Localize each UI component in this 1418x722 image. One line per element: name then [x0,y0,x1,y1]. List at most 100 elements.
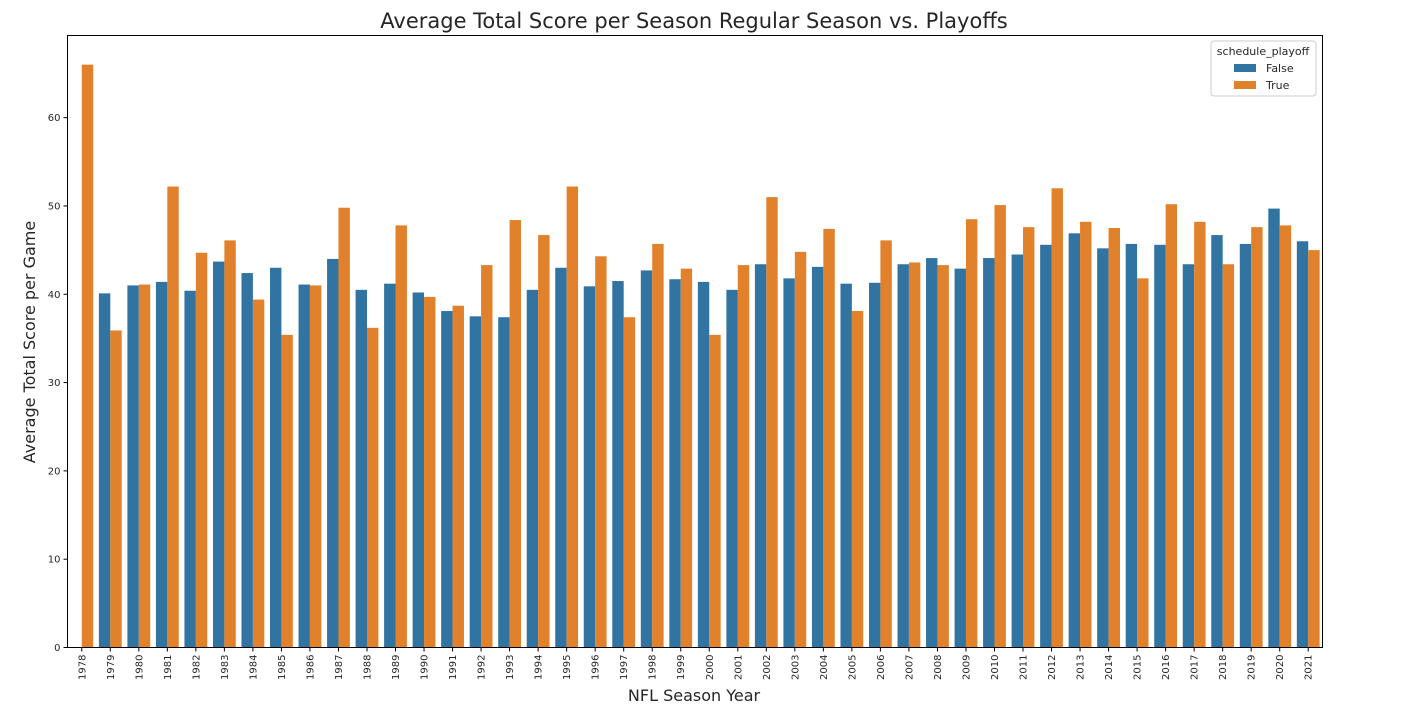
bar-2012-false [1040,244,1052,648]
bar-1988-false [355,289,367,648]
x-tick-label: 1986 [305,655,316,680]
x-tick-label: 1993 [505,655,516,680]
bar-2006-true [880,240,892,648]
bar-2010-false [983,258,995,648]
bar-2002-false [754,264,767,648]
bar-2000-false [697,281,710,648]
x-tick-label: 2001 [733,655,744,680]
x-tick-label: 2004 [819,655,830,680]
bar-2020-true [1279,225,1292,648]
x-tick-label: 1982 [191,655,202,680]
bar-1991-true [452,305,464,648]
x-tick-label: 1999 [676,655,687,680]
bar-1986-false [298,284,310,648]
x-tick-label: 2015 [1133,655,1144,680]
bar-1982-false [184,290,196,648]
legend-label-false: False [1266,62,1294,75]
bar-2007-true [908,262,921,648]
bar-1996-true [595,256,607,648]
x-tick-label: 1990 [420,655,431,680]
x-tick-label: 1992 [477,655,488,680]
bar-2018-true [1222,264,1235,648]
x-tick-label: 1988 [362,655,373,680]
x-tick-label: 2016 [1161,655,1172,680]
x-tick-label: 1996 [591,655,602,680]
bar-1989-false [384,283,396,648]
bar-2003-true [794,251,807,648]
bar-2020-false [1268,208,1280,648]
x-tick-label: 2020 [1275,655,1286,680]
y-tick-label: 60 [48,113,61,124]
y-axis-label: Average Total Score per Game [20,221,39,463]
bar-1999-true [680,268,693,648]
y-tick-label: 10 [48,555,61,566]
bar-1981-true [167,186,179,648]
bar-1979-false [98,293,111,648]
bar-2018-false [1211,235,1223,648]
bar-1987-true [338,207,350,648]
bar-2014-false [1097,248,1109,648]
bar-1993-true [509,220,522,648]
bar-1992-false [469,316,482,648]
x-tick-label: 1994 [534,655,545,680]
bar-1992-true [481,265,493,648]
y-tick-label: 30 [48,378,61,389]
x-tick-label: 2013 [1076,655,1087,680]
x-tick-label: 2018 [1218,655,1229,680]
bar-2012-true [1051,188,1063,648]
bar-1988-true [366,327,379,648]
bar-2013-false [1068,233,1081,648]
bar-1995-false [555,267,567,648]
bar-1994-false [526,289,539,648]
bar-2003-false [783,278,795,648]
bar-1996-false [583,286,596,648]
bar-2014-true [1108,228,1120,648]
x-tick-label: 2011 [1019,655,1030,680]
bar-1998-false [640,270,653,648]
bar-1980-false [127,285,139,648]
x-tick-label: 2012 [1047,655,1058,680]
bar-1979-true [110,330,122,648]
x-tick-label: 2005 [847,655,858,680]
bar-1995-true [566,186,579,648]
bar-2007-false [897,264,909,648]
x-tick-label: 1978 [77,655,88,680]
bar-2005-false [840,283,852,648]
y-axis-ticks: 0 10 20 30 40 50 60 [48,113,68,654]
bar-1991-false [441,311,453,648]
chart-title: Average Total Score per Season Regular S… [380,9,1007,33]
x-tick-label: 2019 [1247,655,1258,680]
x-tick-label: 1998 [648,655,659,680]
legend-swatch-false [1234,64,1256,72]
bar-2002-true [766,197,778,648]
x-tick-label: 2002 [762,655,773,680]
bar-2019-false [1239,243,1252,648]
plot-frame [67,35,1323,648]
y-tick-label: 20 [48,466,61,477]
bar-1981-false [155,281,168,648]
x-tick-label: 1980 [134,655,145,680]
x-tick-label: 2007 [904,655,915,680]
x-tick-label: 2010 [990,655,1001,680]
bar-1999-false [669,279,681,648]
bar-2001-true [737,265,750,648]
bar-2006-false [868,282,881,648]
bar-2000-true [709,334,721,648]
bar-2016-false [1154,244,1166,648]
x-tick-label: 2000 [705,655,716,680]
bar-1985-false [270,267,282,648]
x-axis-ticks: 1978 1979 1980 1981 1982 1983 1984 1985 1986 1987… [77,647,1315,680]
y-tick-label: 0 [54,643,60,654]
bar-1989-true [395,225,407,648]
x-tick-label: 2009 [961,655,972,680]
legend-swatch-true [1234,81,1256,89]
legend: schedule_playoff False True [1210,40,1317,97]
bar-1990-false [412,292,425,648]
bar-1985-true [281,334,293,648]
x-tick-label: 1995 [562,655,573,680]
bar-1984-true [252,299,265,648]
x-tick-label: 1989 [391,655,402,680]
bar-1994-true [538,235,550,648]
bar-2008-false [926,258,938,648]
bar-2009-true [965,219,978,648]
